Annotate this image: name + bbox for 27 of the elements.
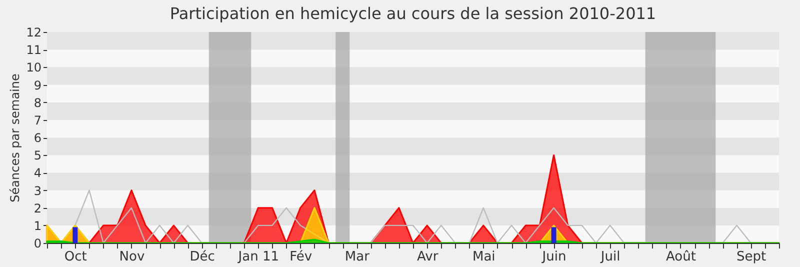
chart-title: Participation en hemicycle au cours de la session 2010-2011 [170, 4, 656, 23]
y-tick-label: 6 [34, 131, 42, 145]
x-tick-label: Sept [736, 250, 766, 264]
y-tick-label: 11 [26, 43, 42, 58]
x-tick-label: Mar [344, 250, 370, 264]
y-tick-label: 2 [34, 201, 42, 216]
y-tick-label: 1 [34, 218, 42, 233]
x-tick-label: Juil [600, 250, 620, 264]
y-tick-label: 8 [34, 96, 42, 110]
x-tick-label: Mai [472, 250, 496, 264]
y-tick-label: 9 [34, 78, 42, 92]
x-tick-label: Juin [541, 250, 566, 264]
y-tick-label: 5 [34, 148, 42, 163]
x-tick-label: Avr [416, 250, 439, 264]
x-tick-label: Oct [64, 250, 87, 264]
y-tick-label: 7 [34, 113, 42, 128]
y-axis-title: Séances par semaine [8, 74, 22, 202]
x-tick-label: Jan 11 [237, 250, 280, 264]
y-tick-label: 10 [26, 60, 42, 75]
x-tick-label: Août [666, 250, 696, 264]
y-tick-label: 12 [26, 26, 42, 40]
x-tick-label: Nov [119, 250, 145, 264]
y-tick-label: 4 [34, 166, 42, 180]
y-tick-label: 0 [34, 236, 42, 250]
x-tick-label: Déc [190, 250, 215, 264]
x-tick-label: Fév [290, 250, 312, 264]
y-tick-label: 3 [34, 184, 42, 198]
